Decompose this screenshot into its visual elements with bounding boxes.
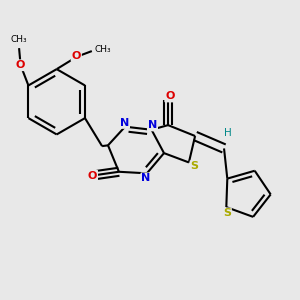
Text: H: H: [224, 128, 232, 139]
Text: N: N: [141, 173, 151, 183]
Text: O: O: [15, 60, 24, 70]
Text: N: N: [148, 120, 157, 130]
Text: S: S: [190, 161, 199, 171]
Text: CH₃: CH₃: [10, 35, 27, 44]
Text: CH₃: CH₃: [95, 45, 112, 54]
Text: N: N: [120, 118, 129, 128]
Text: S: S: [223, 208, 231, 218]
Text: O: O: [72, 51, 81, 61]
Text: O: O: [165, 92, 175, 101]
Text: O: O: [88, 171, 97, 181]
